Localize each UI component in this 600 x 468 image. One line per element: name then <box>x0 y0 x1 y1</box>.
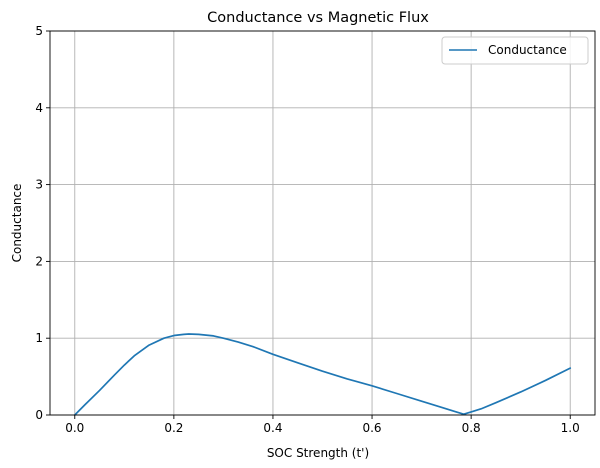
x-tick-label: 0.2 <box>164 421 183 435</box>
y-tick-label: 5 <box>35 24 43 38</box>
x-tick-label: 0.6 <box>362 421 381 435</box>
legend: Conductance <box>441 36 589 65</box>
series-line-conductance <box>73 333 572 416</box>
x-tick-label: 0.0 <box>65 421 84 435</box>
x-tick-label: 0.4 <box>263 421 282 435</box>
legend-box <box>441 36 589 65</box>
x-tick-label: 0.8 <box>462 421 481 435</box>
y-axis-label: Conductance <box>10 184 24 263</box>
y-tick-label: 3 <box>35 178 43 192</box>
y-axis: 0 1 2 3 4 5 <box>35 24 50 422</box>
series-layer <box>73 333 572 416</box>
legend-label-conductance: Conductance <box>488 43 567 57</box>
x-axis-label: SOC Strength (t') <box>267 446 369 460</box>
chart-title: Conductance vs Magnetic Flux <box>207 10 429 26</box>
plot-frame <box>49 30 596 416</box>
y-tick-label: 2 <box>35 254 43 268</box>
x-axis: 0.0 0.2 0.4 0.6 0.8 1.0 <box>65 415 580 435</box>
y-tick-label: 4 <box>35 101 43 115</box>
y-tick-label: 0 <box>35 408 43 422</box>
y-tick-label: 1 <box>35 331 43 345</box>
x-tick-label: 1.0 <box>561 421 580 435</box>
